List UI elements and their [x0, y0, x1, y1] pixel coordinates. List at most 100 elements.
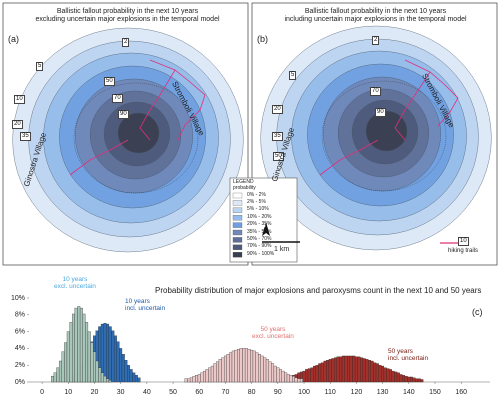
bar	[100, 372, 104, 383]
bar	[103, 323, 107, 383]
bar	[381, 365, 385, 383]
bar	[404, 375, 408, 383]
bar	[320, 362, 324, 383]
bar	[195, 375, 199, 383]
bar	[328, 359, 332, 383]
bar	[113, 335, 117, 383]
trail	[139, 69, 176, 141]
north-arrow	[262, 222, 270, 236]
trail-legend-label: hiking trails	[448, 248, 479, 254]
x-tick-label: 20	[91, 389, 99, 396]
bar	[318, 363, 322, 383]
y-tick-label: 2%	[15, 362, 25, 369]
bar	[336, 356, 340, 383]
bar	[347, 355, 351, 383]
bar	[203, 370, 206, 383]
bar	[108, 326, 112, 383]
bar	[396, 372, 400, 383]
x-tick-label: 140	[403, 389, 415, 396]
bar	[82, 313, 86, 383]
legend-swatch	[232, 200, 243, 206]
bar	[124, 360, 128, 383]
y-tick-label: 10%	[11, 295, 25, 302]
bar	[98, 367, 102, 383]
histogram: 0% 2% 4% 6% 8% 10% 0 10 20 30 40 50 60 70 80 90 100 110 12…	[11, 295, 490, 396]
bar	[420, 379, 424, 383]
probability-zone	[117, 112, 160, 154]
bar	[218, 359, 222, 383]
bar	[391, 370, 395, 383]
scale-label: 1 km	[274, 246, 290, 253]
bar	[315, 365, 319, 383]
contour-label: 5	[36, 62, 44, 71]
legend-swatch	[232, 192, 243, 199]
bar	[294, 377, 298, 383]
legend-label: 70% - 90%	[247, 243, 272, 250]
series-label: 10 years excl. uncertain	[54, 276, 96, 291]
bar	[370, 360, 374, 383]
contour-label: 20	[272, 105, 283, 114]
bar	[93, 351, 96, 383]
contour-label: 50	[104, 77, 115, 86]
contour-label: 10	[14, 95, 25, 104]
bar	[111, 330, 115, 383]
bar	[106, 323, 110, 383]
hiking-trails	[69, 59, 459, 176]
bar	[339, 356, 343, 383]
bar	[69, 322, 73, 383]
contour-label: 2	[122, 38, 130, 47]
bar	[409, 376, 413, 383]
x-tick-label: 40	[143, 389, 151, 396]
legend-label: 35% - 50%	[247, 228, 272, 235]
island-outline	[321, 80, 447, 192]
contour-label: 35	[20, 132, 31, 141]
bar	[87, 331, 91, 383]
bar	[223, 355, 227, 383]
bar	[412, 377, 416, 383]
bar	[305, 369, 309, 383]
bar	[106, 378, 110, 383]
series-label: 10 years incl. uncertain	[125, 298, 166, 313]
bar	[216, 361, 220, 383]
legend-swatch	[232, 244, 243, 250]
contour-label: 50	[273, 152, 284, 161]
bar	[95, 360, 99, 383]
bar	[132, 372, 136, 383]
bar	[383, 367, 387, 383]
legend-swatch	[232, 207, 243, 213]
panel-label: (a)	[8, 34, 19, 44]
bar	[375, 363, 379, 383]
contour-label: 2	[372, 36, 380, 45]
contour-label: 70	[112, 94, 123, 103]
bar	[334, 357, 337, 383]
bar	[399, 374, 403, 383]
bar	[210, 365, 214, 383]
bar	[281, 370, 285, 383]
x-tick-label: 0	[40, 389, 44, 396]
x-tick-label: 50	[169, 389, 177, 396]
bar	[197, 374, 201, 383]
bar	[119, 348, 123, 383]
bar	[234, 349, 238, 383]
bar	[252, 350, 256, 383]
legend-label: 50% - 70%	[247, 235, 272, 242]
bar	[273, 365, 277, 383]
bar	[268, 361, 272, 383]
bar	[231, 350, 235, 383]
bar	[417, 378, 421, 383]
bar	[302, 370, 306, 383]
bar	[284, 372, 288, 383]
bar	[394, 371, 398, 383]
bar	[237, 349, 241, 383]
legend-swatch	[232, 222, 243, 228]
x-tick-label: 110	[325, 389, 336, 396]
bar	[360, 357, 364, 383]
bar	[208, 367, 212, 383]
bar	[365, 359, 369, 383]
contour-label: 90	[375, 108, 386, 117]
bar	[221, 357, 225, 383]
bar	[134, 375, 138, 383]
bar	[213, 363, 217, 383]
